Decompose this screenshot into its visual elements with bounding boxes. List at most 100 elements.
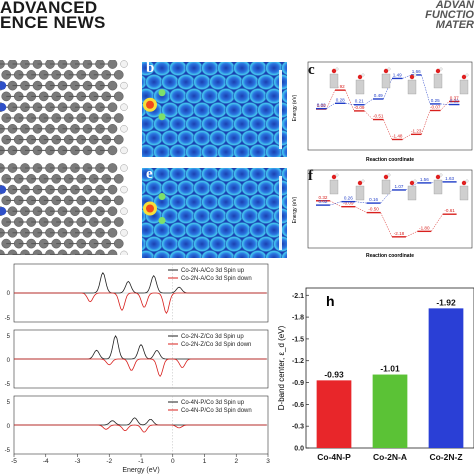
dos-legend-label: Co-4N-P/Co 3d Spin down xyxy=(181,408,252,414)
dos-xtick: 1 xyxy=(203,458,207,465)
energy-connector xyxy=(380,212,393,237)
energy-value: 0.00 xyxy=(317,103,326,108)
density-cell xyxy=(209,130,227,146)
dos-xtick: -3 xyxy=(75,458,81,465)
energy-value: 1.63 xyxy=(445,176,454,181)
density-cell xyxy=(201,116,219,132)
oxygen-atom xyxy=(435,68,441,74)
energy-connector xyxy=(345,90,355,112)
energy-value: 0.22 xyxy=(450,99,459,104)
molecule-slab xyxy=(381,73,391,89)
panel-label-c: c xyxy=(308,62,315,78)
density-cell xyxy=(265,250,283,258)
dos-xtick: 0 xyxy=(171,458,175,465)
hydrogen-atom xyxy=(120,250,128,255)
bar-ytick-label: 0.0 xyxy=(294,446,304,453)
edge-band xyxy=(279,176,282,250)
energy-value: -0.51 xyxy=(373,114,384,119)
dos-panels: 0 -5 Co-2N-A/Co 3d Spin up Co-2N-A/Co 3d Sp… xyxy=(5,263,270,474)
ylabel-f: Energy (eV) xyxy=(292,196,298,223)
density-cell xyxy=(241,236,259,252)
density-cell xyxy=(249,116,267,132)
dos-xlabel: Energy (eV) xyxy=(122,467,159,474)
density-cell xyxy=(177,130,195,146)
journal-header-right: ADVAN FUNCTIO MATER xyxy=(425,0,474,31)
dos-ytick: -5 xyxy=(5,448,11,454)
bar-ytick-label: -1.5 xyxy=(292,336,304,343)
density-cell xyxy=(185,144,203,157)
density-cell xyxy=(177,102,195,118)
density-cell xyxy=(257,130,275,146)
density-cell xyxy=(142,168,155,182)
hydrogen-atom xyxy=(361,179,365,183)
density-cell xyxy=(185,194,203,210)
density-cell xyxy=(142,116,155,132)
hydrogen-atom xyxy=(465,73,469,77)
energy-value: -0.07 xyxy=(430,104,441,109)
density-cell xyxy=(145,130,163,146)
bar-co-4n-p xyxy=(316,380,352,448)
panel-label-f: f xyxy=(308,168,313,184)
plot-frame-c xyxy=(307,61,473,151)
density-cell xyxy=(233,62,251,76)
energy-connector xyxy=(402,134,412,140)
density-cell xyxy=(161,130,179,146)
red-pathway-c: 0.00 0.92 -0.09 -0.51 -1.48 -1.23 -0.07 0.37 xyxy=(316,84,460,141)
dos-legend-label: Co-2N-A/Co 3d Spin down xyxy=(181,276,252,282)
density-cell xyxy=(281,88,287,104)
density-cell xyxy=(142,250,155,258)
bar-co-2n-z xyxy=(428,308,464,448)
oxygen-atom xyxy=(461,74,467,80)
density-cell xyxy=(281,250,287,258)
density-cell xyxy=(161,102,179,118)
energy-value: 0.37 xyxy=(450,95,459,100)
carbon-atom xyxy=(107,206,118,216)
hydrogen-atom xyxy=(120,185,128,194)
density-cell xyxy=(265,144,283,157)
density-cell xyxy=(233,250,251,258)
ylabel-c: Energy (eV) xyxy=(292,94,298,121)
carbon-atom xyxy=(113,174,124,184)
energy-connector xyxy=(329,201,342,206)
density-cell xyxy=(217,222,235,238)
density-cell xyxy=(281,168,287,182)
density-cell xyxy=(233,116,251,132)
bar-chart-marks: -2.1 -1.8 -1.5 -1.2 -0.9 -0.6 -0.3 0.0 -0.93 Co-4… xyxy=(292,293,464,462)
hydrogen-atom xyxy=(120,103,128,111)
blue-pathway-f: 0.02 0.26 0.16 1.07 1.56 1.63 xyxy=(316,176,457,206)
blue-pathway-c: 0.02 0.28 0.21 0.49 1.49 1.66 0.25 0.22 xyxy=(316,69,460,110)
molecule-slab xyxy=(355,79,365,95)
atomic-structures xyxy=(0,60,128,255)
density-cell xyxy=(241,102,259,118)
density-cell xyxy=(233,88,251,104)
dos-ytick: 5 xyxy=(7,400,11,406)
energy-value: 0.25 xyxy=(431,98,440,103)
density-cell xyxy=(249,222,267,238)
hydrogen-atom xyxy=(335,67,339,71)
density-cell xyxy=(281,144,287,157)
density-cell xyxy=(185,62,203,76)
hydrogen-atom xyxy=(361,73,365,77)
bar-category-label: Co-2N-Z xyxy=(429,452,462,462)
energy-connector xyxy=(431,214,443,232)
density-cell xyxy=(153,62,171,76)
dos-xtick: -1 xyxy=(138,458,144,465)
hydrogen-atom xyxy=(465,179,469,183)
oxygen-atom xyxy=(357,74,363,80)
energy-connector xyxy=(405,182,418,191)
bar-ytick-label: -0.9 xyxy=(292,380,304,387)
energy-value: 1.66 xyxy=(412,69,421,74)
density-cell xyxy=(209,236,227,252)
n-site xyxy=(158,217,166,224)
molecule-slab xyxy=(329,73,339,89)
density-cell xyxy=(177,236,195,252)
energy-value: 0.16 xyxy=(369,197,378,202)
bar-category-label: Co-4N-P xyxy=(317,452,351,462)
density-cell xyxy=(225,208,243,224)
carbon-atom xyxy=(107,145,118,156)
density-cell xyxy=(217,168,235,182)
molecule-slab xyxy=(329,179,339,195)
energy-value: -2.18 xyxy=(394,231,405,236)
energy-value: -1.48 xyxy=(392,133,403,138)
molecule-slab xyxy=(433,73,443,89)
